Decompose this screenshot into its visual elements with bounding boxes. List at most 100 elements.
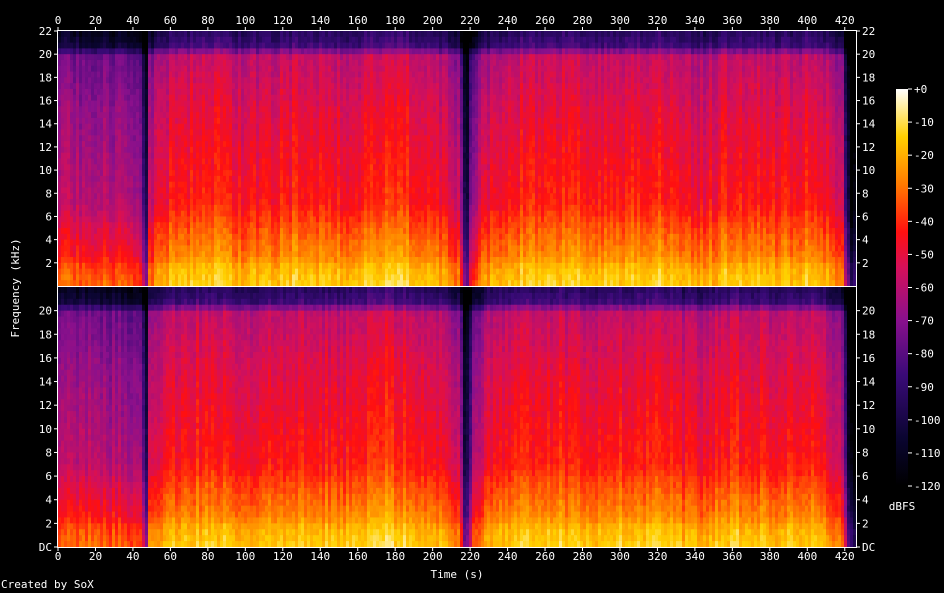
- channel-1-cell: [298, 124, 301, 130]
- channel-1-cell: [352, 54, 355, 60]
- channel-1-cell: [205, 130, 208, 136]
- channel-1-cell: [256, 251, 259, 257]
- channel-1-cell: [370, 124, 373, 130]
- channel-1-cell: [286, 89, 289, 95]
- channel-1-cell: [355, 176, 358, 182]
- channel-1-cell: [178, 170, 181, 176]
- channel-1-cell: [319, 54, 322, 60]
- channel-1-cell: [391, 159, 394, 165]
- channel-1-cell: [298, 187, 301, 193]
- channel-1-cell: [358, 106, 361, 112]
- channel-1-cell: [181, 274, 184, 280]
- channel-1-cell: [340, 118, 343, 124]
- channel-1-cell: [124, 83, 127, 89]
- channel-1-cell: [289, 153, 292, 159]
- channel-1-cell: [277, 216, 280, 222]
- channel-1-cell: [226, 66, 229, 72]
- channel-1-cell: [238, 245, 241, 251]
- channel-1-cell: [154, 269, 157, 275]
- channel-1-cell: [232, 141, 235, 147]
- channel-1-cell: [394, 106, 397, 112]
- channel-1-cell: [355, 159, 358, 165]
- channel-1-cell: [157, 66, 160, 72]
- channel-1-cell: [196, 228, 199, 234]
- channel-1-cell: [109, 118, 112, 124]
- channel-1-cell: [250, 216, 253, 222]
- channel-1-cell: [175, 164, 178, 170]
- channel-1-cell: [319, 31, 322, 37]
- channel-1-cell: [271, 269, 274, 275]
- channel-1-cell: [133, 211, 136, 217]
- channel-1-cell: [286, 240, 289, 246]
- channel-1-cell: [295, 124, 298, 130]
- channel-1-cell: [340, 211, 343, 217]
- channel-1-cell: [316, 135, 319, 141]
- channel-1-cell: [244, 216, 247, 222]
- channel-1-cell: [382, 54, 385, 60]
- channel-1-cell: [241, 205, 244, 211]
- channel-1-cell: [256, 257, 259, 263]
- channel-1-cell: [136, 37, 139, 43]
- channel-1-cell: [64, 182, 67, 188]
- channel-1-cell: [397, 60, 400, 66]
- channel-1-cell: [325, 193, 328, 199]
- channel-1-cell: [289, 164, 292, 170]
- channel-1-cell: [244, 159, 247, 165]
- channel-1-cell: [265, 124, 268, 130]
- channel-1-cell: [118, 77, 121, 83]
- channel-1-cell: [337, 228, 340, 234]
- channel-1-cell: [175, 60, 178, 66]
- channel-1-cell: [184, 280, 187, 286]
- channel-1-cell: [277, 101, 280, 107]
- channel-1-cell: [256, 60, 259, 66]
- channel-1-cell: [391, 187, 394, 193]
- channel-1-cell: [232, 222, 235, 228]
- channel-1-cell: [58, 101, 61, 107]
- channel-1-cell: [241, 66, 244, 72]
- channel-1-cell: [58, 257, 61, 263]
- channel-1-cell: [391, 269, 394, 275]
- channel-1-cell: [289, 269, 292, 275]
- channel-1-cell: [346, 135, 349, 141]
- channel-1-cell: [178, 77, 181, 83]
- channel-1-cell: [145, 280, 148, 286]
- channel-1-cell: [304, 130, 307, 136]
- channel-1-cell: [286, 77, 289, 83]
- channel-1-cell: [217, 245, 220, 251]
- channel-1-cell: [295, 269, 298, 275]
- channel-1-cell: [169, 187, 172, 193]
- channel-1-cell: [310, 193, 313, 199]
- channel-1-cell: [115, 60, 118, 66]
- channel-1-cell: [169, 66, 172, 72]
- channel-1-cell: [244, 43, 247, 49]
- channel-1-cell: [328, 170, 331, 176]
- channel-1-cell: [361, 118, 364, 124]
- channel-1-cell: [64, 234, 67, 240]
- channel-1-cell: [94, 211, 97, 217]
- channel-1-cell: [394, 257, 397, 263]
- channel-1-cell: [184, 112, 187, 118]
- channel-1-cell: [349, 228, 352, 234]
- channel-1-cell: [127, 43, 130, 49]
- channel-1-cell: [226, 176, 229, 182]
- channel-1-cell: [103, 77, 106, 83]
- channel-1-cell: [181, 106, 184, 112]
- channel-1-cell: [214, 141, 217, 147]
- channel-1-cell: [217, 153, 220, 159]
- channel-1-cell: [328, 66, 331, 72]
- channel-1-cell: [73, 153, 76, 159]
- channel-1-cell: [91, 147, 94, 153]
- channel-1-cell: [85, 124, 88, 130]
- channel-1-cell: [151, 112, 154, 118]
- channel-1-cell: [232, 135, 235, 141]
- channel-1-cell: [226, 135, 229, 141]
- channel-1-cell: [313, 43, 316, 49]
- channel-1-cell: [124, 193, 127, 199]
- channel-1-cell: [82, 199, 85, 205]
- channel-1-cell: [295, 199, 298, 205]
- channel-1-cell: [100, 31, 103, 37]
- channel-1-cell: [286, 274, 289, 280]
- channel-1-cell: [379, 234, 382, 240]
- channel-1-cell: [61, 176, 64, 182]
- channel-1-cell: [280, 112, 283, 118]
